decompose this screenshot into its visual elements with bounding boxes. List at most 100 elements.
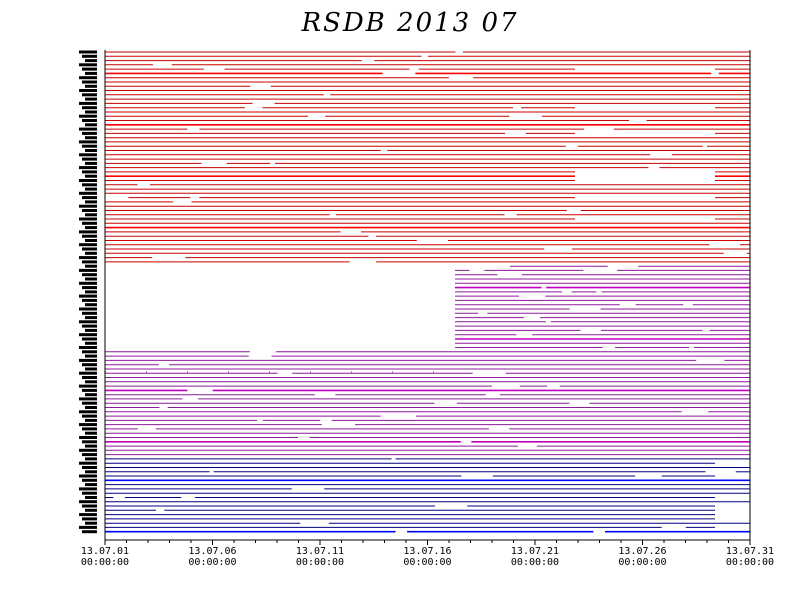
station-label bbox=[85, 303, 97, 307]
station-label bbox=[79, 384, 97, 388]
station-label bbox=[85, 380, 97, 384]
station-label bbox=[82, 427, 97, 431]
station-label bbox=[82, 170, 97, 174]
station-label bbox=[79, 76, 97, 80]
station-label bbox=[82, 131, 97, 135]
station-label bbox=[85, 367, 97, 371]
station-label bbox=[82, 504, 97, 508]
station-label bbox=[79, 423, 97, 427]
x-tick-label-date: 13.07.16 bbox=[403, 546, 451, 557]
x-tick-label-time: 00:00:00 bbox=[296, 557, 344, 568]
station-label bbox=[82, 80, 97, 84]
station-label bbox=[79, 230, 97, 234]
station-label bbox=[85, 341, 97, 345]
station-label bbox=[85, 521, 97, 525]
station-label bbox=[85, 483, 97, 487]
x-tick-label-date: 13.07.21 bbox=[511, 546, 559, 557]
station-label bbox=[85, 200, 97, 204]
station-label bbox=[85, 161, 97, 165]
station-label bbox=[79, 307, 97, 311]
station-label bbox=[82, 350, 97, 354]
station-label bbox=[82, 337, 97, 341]
x-tick-label-date: 13.07.06 bbox=[188, 546, 236, 557]
station-label bbox=[82, 376, 97, 379]
station-label bbox=[82, 247, 97, 251]
station-label bbox=[82, 273, 97, 277]
station-label bbox=[85, 226, 97, 230]
station-label bbox=[82, 106, 97, 110]
x-tick-label-time: 00:00:00 bbox=[618, 557, 666, 568]
station-label bbox=[82, 67, 97, 71]
station-label bbox=[79, 114, 97, 118]
station-label bbox=[79, 397, 97, 401]
x-tick-label-time: 00:00:00 bbox=[403, 557, 451, 568]
x-tick-label-time: 00:00:00 bbox=[81, 557, 129, 568]
station-label bbox=[79, 346, 97, 349]
station-label bbox=[85, 71, 97, 75]
station-label bbox=[82, 401, 97, 405]
station-label bbox=[85, 290, 97, 294]
station-label bbox=[82, 440, 97, 444]
station-label bbox=[85, 418, 97, 422]
station-label bbox=[85, 354, 97, 358]
x-tick-label-date: 13.07.01 bbox=[81, 546, 129, 557]
station-label bbox=[85, 136, 97, 140]
station-label bbox=[85, 277, 97, 281]
station-label bbox=[79, 191, 97, 195]
station-label bbox=[85, 328, 97, 332]
station-label bbox=[82, 221, 97, 225]
station-label bbox=[79, 101, 97, 105]
station-label bbox=[82, 363, 97, 367]
station-label bbox=[82, 414, 97, 418]
station-label bbox=[85, 59, 97, 63]
station-label bbox=[85, 97, 97, 101]
station-label bbox=[79, 410, 97, 414]
station-label bbox=[79, 513, 97, 517]
station-label bbox=[82, 388, 97, 392]
station-label bbox=[82, 491, 97, 495]
station-label bbox=[82, 466, 97, 469]
station-label bbox=[79, 448, 97, 452]
station-label bbox=[82, 54, 97, 58]
station-label bbox=[79, 525, 97, 529]
station-label bbox=[79, 127, 97, 131]
station-label bbox=[82, 298, 97, 302]
chart-title: RSDB 2013 07 bbox=[301, 8, 519, 38]
station-label bbox=[85, 457, 97, 461]
station-label bbox=[85, 110, 97, 114]
station-label bbox=[82, 286, 97, 290]
station-label bbox=[79, 371, 97, 375]
station-label bbox=[85, 431, 97, 435]
x-tick-label-time: 00:00:00 bbox=[188, 557, 236, 568]
station-label bbox=[79, 256, 97, 260]
station-label bbox=[82, 530, 97, 534]
station-label bbox=[85, 123, 97, 127]
station-label bbox=[85, 187, 97, 191]
station-label bbox=[82, 183, 97, 187]
station-label bbox=[85, 264, 97, 268]
station-label bbox=[85, 149, 97, 152]
station-label bbox=[79, 89, 97, 92]
station-label bbox=[85, 239, 97, 242]
data-rows-layer bbox=[105, 51, 750, 533]
station-label bbox=[82, 517, 97, 521]
station-label bbox=[79, 333, 97, 337]
station-label bbox=[82, 209, 97, 212]
station-label bbox=[82, 453, 97, 457]
station-label bbox=[79, 294, 97, 298]
station-label bbox=[79, 474, 97, 478]
station-label bbox=[85, 213, 97, 217]
station-label bbox=[82, 196, 97, 200]
station-label bbox=[85, 251, 97, 255]
station-label bbox=[79, 461, 97, 465]
station-label bbox=[82, 311, 97, 315]
x-tick-label-date: 13.07.26 bbox=[618, 546, 666, 557]
station-label bbox=[79, 140, 97, 144]
station-label bbox=[79, 50, 97, 54]
axes-layer bbox=[104, 50, 751, 541]
station-label bbox=[82, 478, 97, 482]
station-label bbox=[79, 179, 97, 182]
station-label bbox=[79, 500, 97, 504]
station-label bbox=[79, 268, 97, 272]
station-label bbox=[82, 157, 97, 161]
